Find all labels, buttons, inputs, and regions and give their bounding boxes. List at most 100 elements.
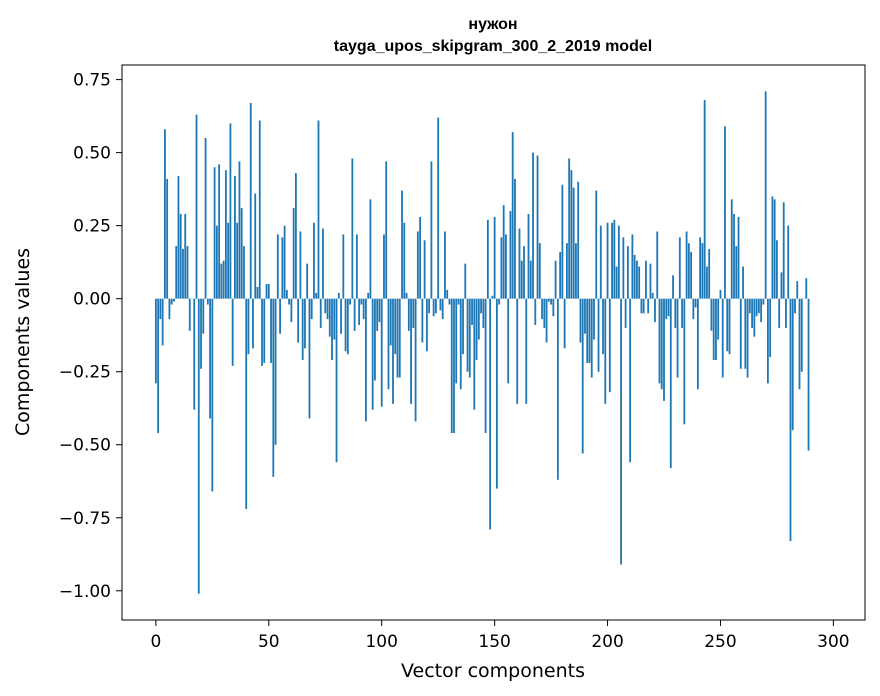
bar bbox=[715, 298, 717, 361]
bar bbox=[782, 202, 785, 299]
x-axis-label: Vector components bbox=[401, 660, 585, 682]
bar bbox=[224, 170, 227, 299]
bar bbox=[220, 263, 223, 299]
bar bbox=[419, 216, 422, 299]
bar bbox=[475, 298, 478, 361]
bar bbox=[563, 298, 566, 349]
bar bbox=[362, 298, 365, 320]
bar bbox=[733, 213, 735, 299]
x-tick-label: 250 bbox=[704, 632, 736, 652]
bar bbox=[495, 298, 498, 489]
bar bbox=[306, 263, 309, 299]
bar bbox=[710, 298, 713, 331]
bar bbox=[785, 298, 787, 328]
bar bbox=[728, 298, 731, 355]
bar bbox=[505, 234, 507, 299]
bar bbox=[292, 208, 295, 299]
bar bbox=[310, 298, 313, 320]
bar bbox=[435, 298, 437, 314]
bar bbox=[294, 173, 297, 299]
bar bbox=[428, 298, 431, 314]
bar bbox=[692, 298, 695, 320]
bar bbox=[480, 298, 482, 314]
bar bbox=[737, 216, 740, 299]
bar bbox=[308, 298, 311, 419]
bar bbox=[374, 298, 376, 381]
bar bbox=[755, 298, 758, 317]
bar bbox=[800, 298, 803, 372]
bar bbox=[157, 298, 160, 434]
bar bbox=[173, 298, 175, 302]
bar bbox=[367, 292, 370, 299]
bar bbox=[685, 231, 688, 299]
bar bbox=[272, 298, 275, 477]
bar bbox=[706, 266, 708, 299]
bar bbox=[509, 211, 512, 299]
chart-title-line-1: нужон bbox=[468, 16, 517, 33]
bar bbox=[441, 298, 444, 320]
bar bbox=[360, 298, 363, 305]
bar bbox=[355, 234, 358, 299]
bar bbox=[462, 298, 464, 355]
bar bbox=[285, 289, 288, 299]
bar bbox=[617, 225, 620, 299]
bar bbox=[518, 228, 521, 299]
bar bbox=[577, 181, 580, 299]
bar bbox=[401, 190, 403, 299]
bar bbox=[193, 298, 196, 410]
bar bbox=[746, 298, 749, 378]
bar bbox=[182, 249, 184, 299]
bar bbox=[209, 298, 211, 419]
bar bbox=[674, 298, 677, 328]
bar bbox=[279, 298, 281, 334]
bar bbox=[398, 298, 401, 378]
bar bbox=[274, 298, 277, 445]
bar bbox=[425, 298, 428, 352]
bar bbox=[636, 260, 638, 299]
bar bbox=[446, 289, 449, 299]
bar bbox=[516, 298, 519, 404]
bar bbox=[676, 298, 679, 378]
bar bbox=[297, 298, 300, 343]
bar bbox=[484, 298, 487, 434]
bar bbox=[457, 298, 460, 305]
bar bbox=[243, 246, 245, 299]
bar bbox=[247, 298, 250, 355]
bar bbox=[534, 298, 537, 325]
bar bbox=[200, 298, 202, 369]
bar bbox=[493, 216, 496, 299]
bar bbox=[267, 284, 270, 299]
bar bbox=[547, 298, 550, 302]
x-axis-ticks: 0 50 100 150 200 250 300 bbox=[150, 620, 850, 652]
bar bbox=[721, 298, 724, 378]
bar bbox=[789, 298, 792, 542]
bar bbox=[252, 298, 254, 349]
bar bbox=[161, 298, 164, 346]
y-axis-label: Components values bbox=[12, 248, 34, 436]
bar bbox=[588, 298, 591, 363]
bar bbox=[439, 298, 442, 311]
bar bbox=[195, 114, 198, 299]
bar bbox=[665, 298, 668, 320]
bar bbox=[523, 246, 525, 299]
bar bbox=[335, 298, 338, 463]
bar bbox=[766, 298, 769, 384]
bar bbox=[681, 298, 683, 328]
bar bbox=[256, 287, 259, 299]
bar bbox=[550, 298, 552, 305]
bar bbox=[473, 298, 476, 410]
bar bbox=[258, 120, 261, 299]
y-tick-label: −1.00 bbox=[59, 582, 111, 602]
bar bbox=[694, 298, 697, 308]
bar bbox=[683, 298, 686, 425]
bar bbox=[543, 298, 546, 328]
bar bbox=[771, 196, 774, 299]
bar bbox=[701, 243, 704, 299]
bar bbox=[276, 234, 279, 299]
bar bbox=[337, 292, 340, 299]
bar bbox=[611, 222, 613, 299]
bar bbox=[633, 254, 636, 299]
bar bbox=[315, 292, 318, 299]
x-tick-label: 0 bbox=[150, 632, 161, 652]
bar bbox=[349, 298, 351, 305]
